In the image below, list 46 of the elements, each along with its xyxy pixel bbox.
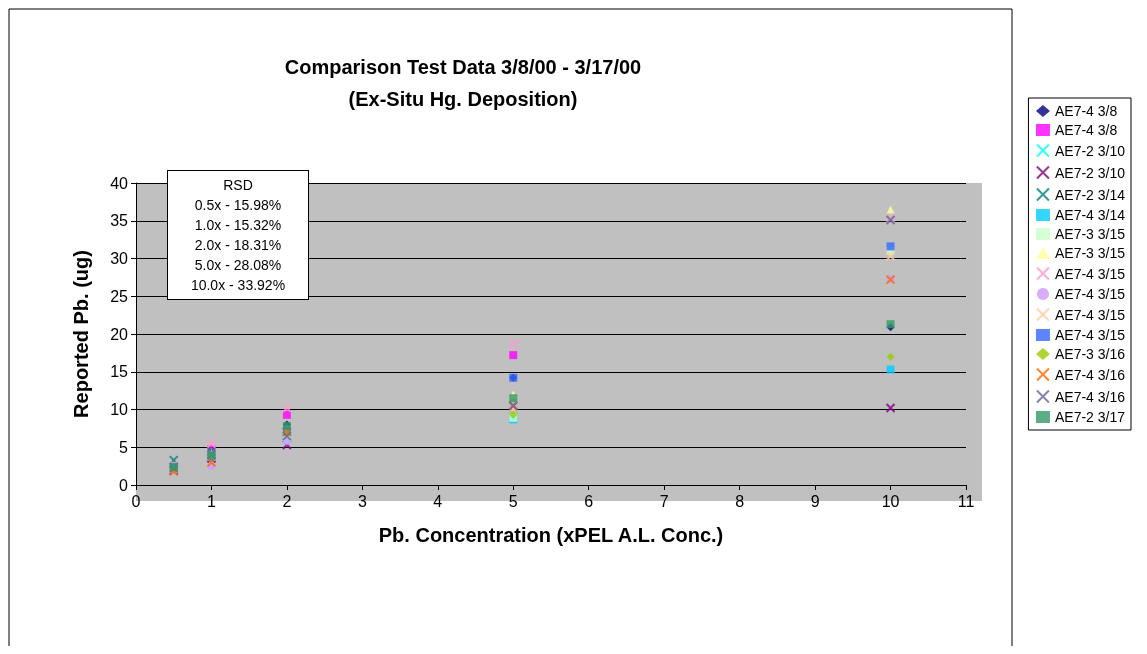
y-axis-title: Reported Pb. (ug) — [70, 250, 92, 418]
legend-label: AE7-4 3/15 — [1054, 286, 1126, 302]
x-tick-label: 6 — [584, 492, 594, 510]
x-tick-label: 7 — [659, 492, 669, 510]
x-tick-label: 8 — [735, 492, 745, 510]
annotation: 5.0x - 28.08% — [193, 256, 283, 275]
y-tick-label: 20 — [110, 325, 129, 343]
legend-label: AE7-3 3/15 — [1054, 245, 1126, 261]
chart-title: Comparison Test Data 3/8/00 - 3/17/00 (Ex-Situ Hg. Deposition) — [284, 56, 642, 110]
annotation: 0.5x - 15.98% — [193, 196, 283, 215]
legend-label: AE7-3 3/15 — [1054, 226, 1126, 242]
y-tick-label: 25 — [110, 287, 129, 305]
legend-label: AE7-4 3/15 — [1054, 327, 1126, 343]
annotation: 10.0x - 33.92% — [189, 276, 287, 295]
legend-label: AE7-2 3/10 — [1054, 142, 1126, 159]
legend-label: AE7-4 3/15 — [1054, 306, 1126, 323]
y-tick-label: 10 — [110, 401, 129, 418]
y-tick-label: 15 — [110, 363, 129, 381]
y-tick-label: 0 — [119, 476, 129, 494]
legend-label: AE7-4 3/16 — [1054, 366, 1126, 383]
legend-label: AE7-4 3/8 — [1054, 122, 1118, 138]
x-tick-label: 9 — [810, 492, 820, 510]
legend-label: AE7-3 3/16 — [1054, 346, 1126, 362]
x-tick-label: 5 — [508, 492, 518, 510]
x-tick-label: 11 — [957, 492, 975, 510]
legend-label: AE7-4 3/16 — [1054, 388, 1126, 405]
x-tick-label: 0 — [131, 492, 141, 510]
annotation: 2.0x - 18.31% — [193, 236, 283, 255]
annotation: 1.0x - 15.32% — [193, 216, 283, 235]
legend-label: AE7-4 3/14 — [1054, 207, 1126, 223]
annotation: RSD — [222, 176, 254, 195]
legend-label: AE7-2 3/14 — [1054, 186, 1126, 203]
y-tick-label: 30 — [110, 250, 129, 267]
x-axis-title: Pb. Concentration (xPEL A.L. Conc.) — [378, 524, 724, 546]
x-tick-label: 4 — [433, 492, 443, 510]
x-tick-label: 3 — [357, 492, 367, 510]
y-tick-label: 40 — [110, 174, 129, 192]
y-tick-label: 35 — [110, 212, 129, 230]
x-tick-label: 10 — [881, 492, 900, 510]
legend-label: AE7-2 3/10 — [1054, 164, 1126, 181]
legend-label: AE7-2 3/17 — [1054, 409, 1126, 425]
legend-label: AE7-4 3/8 — [1054, 103, 1118, 119]
y-tick-label: 5 — [119, 438, 129, 456]
x-tick-label: 2 — [282, 492, 292, 510]
legend-label: AE7-4 3/15 — [1054, 265, 1126, 282]
x-tick-label: 1 — [207, 492, 216, 510]
